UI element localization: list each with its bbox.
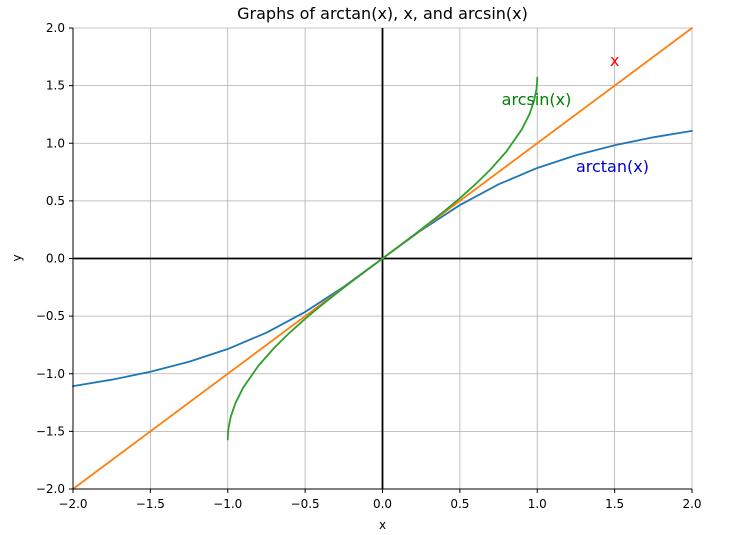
series-label-0: arctan(x)	[576, 157, 649, 176]
x-tick-label-7: 1.5	[605, 497, 624, 511]
series-lines	[72, 27, 693, 490]
x-tick-label-1: −1.5	[136, 497, 165, 511]
y-tick-label-3: −0.5	[36, 309, 65, 323]
series-label-1: x	[610, 51, 619, 70]
y-tick-label-5: 0.5	[46, 194, 65, 208]
y-tick-label-6: 1.0	[46, 136, 65, 150]
y-tick-label-4: 0.0	[46, 252, 65, 266]
x-axis-title: x	[379, 518, 386, 532]
x-tick-label-8: 2.0	[682, 497, 701, 511]
x-tick-label-5: 0.5	[450, 497, 469, 511]
tick-labels: −2.0 −1.5 −1.0 −0.5 0.0 0.5 1.0 1.5 2.0 −2.0 −1.5 −…	[36, 21, 702, 511]
chart-title: Graphs of arctan(x), x, and arcsin(x)	[237, 4, 528, 23]
x-tick-label-0: −2.0	[58, 497, 87, 511]
series-label-2: arcsin(x)	[502, 90, 572, 109]
x-tick-label-4: 0.0	[373, 497, 392, 511]
y-axis-title: y	[10, 254, 24, 261]
y-tick-label-7: 1.5	[46, 79, 65, 93]
series-labels: arctan(x) x arcsin(x)	[502, 51, 649, 176]
y-tick-label-2: −1.0	[36, 367, 65, 381]
y-tick-label-8: 2.0	[46, 21, 65, 35]
y-tick-label-0: −2.0	[36, 482, 65, 496]
series-line-2	[226, 76, 539, 441]
x-tick-label-2: −1.0	[213, 497, 242, 511]
y-tick-label-1: −1.5	[36, 424, 65, 438]
x-tick-label-3: −0.5	[291, 497, 320, 511]
x-tick-label-6: 1.0	[528, 497, 547, 511]
